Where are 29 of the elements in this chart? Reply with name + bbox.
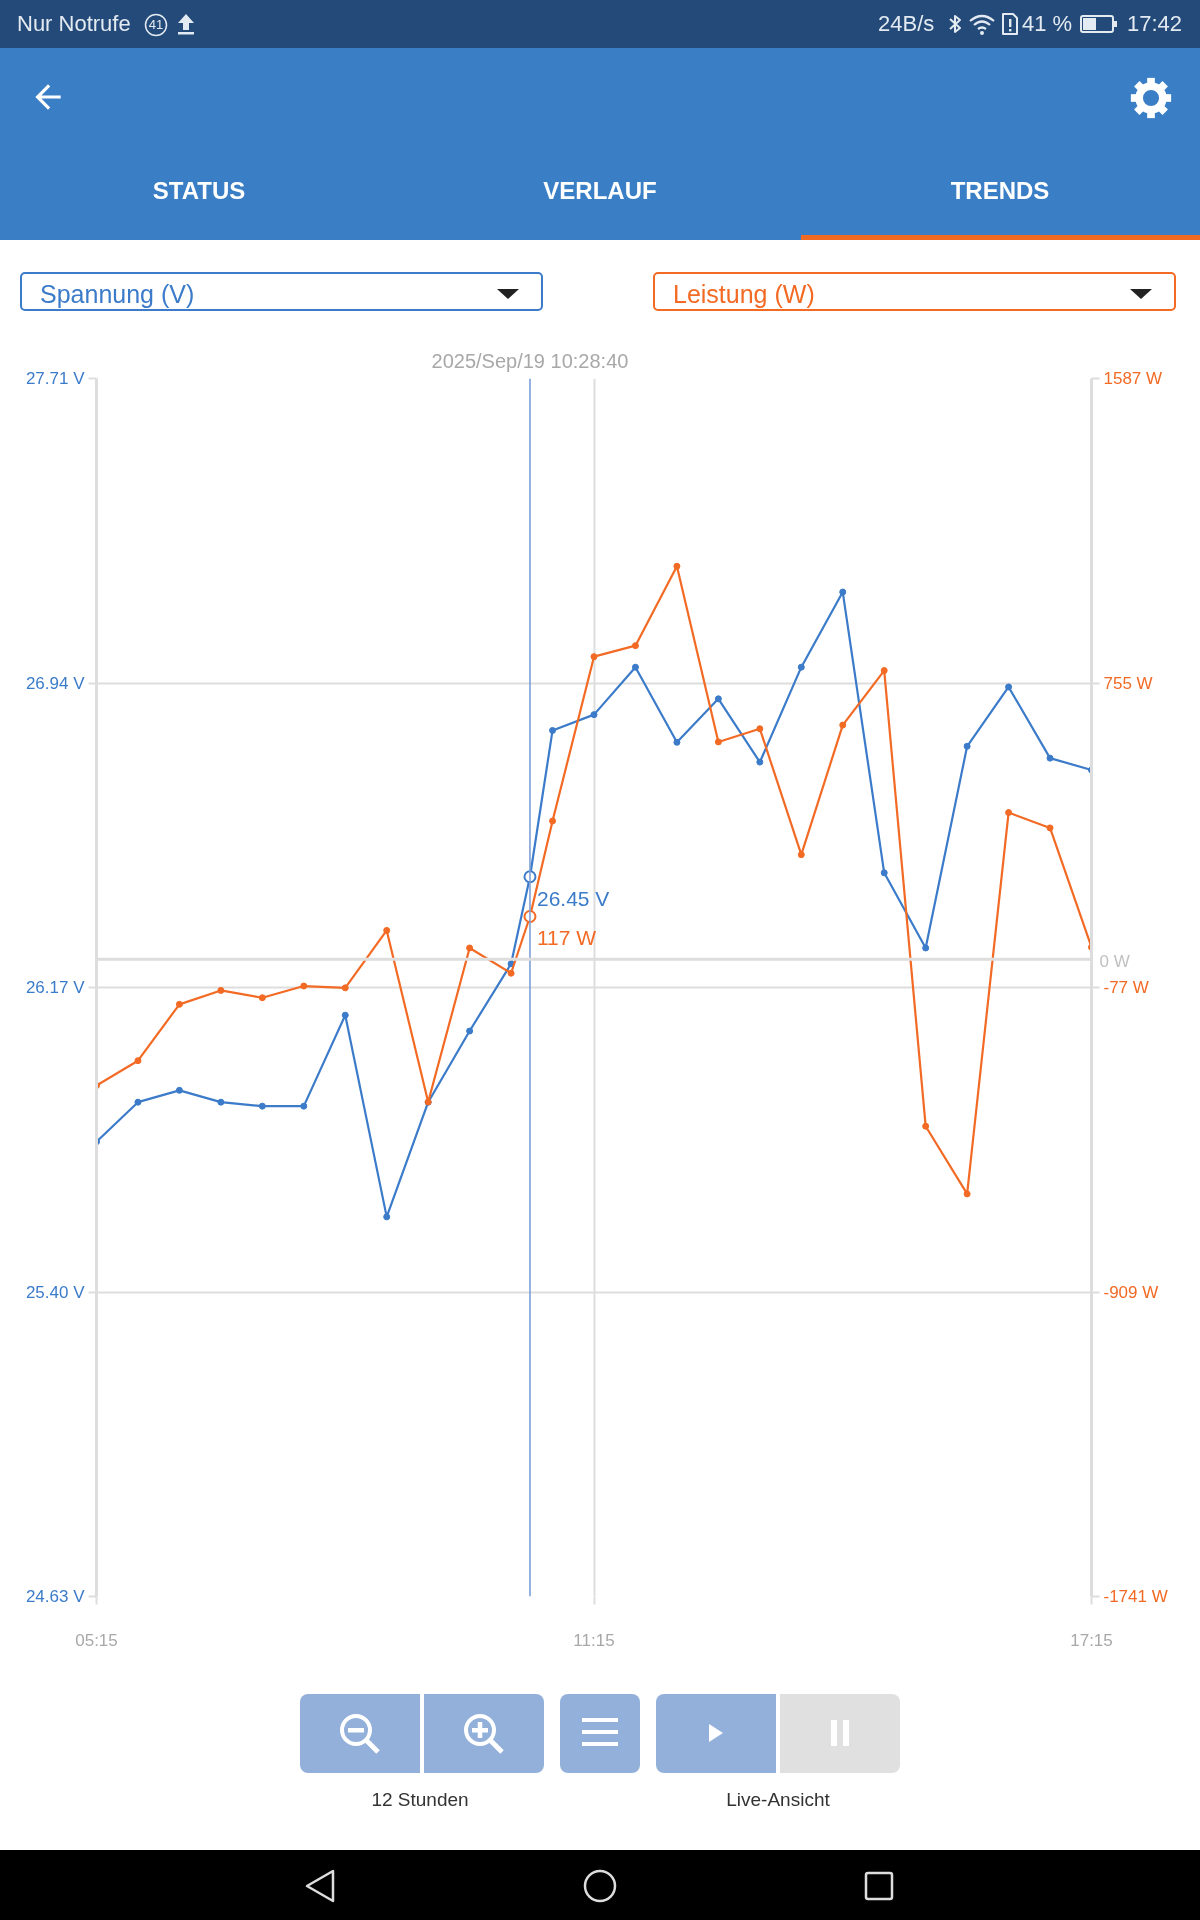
x-tick-label: 05:15 [75,1630,118,1650]
y2-tick-label: 755 W [1103,673,1153,693]
text: STATUS [152,177,246,204]
data-label: 117 W [536,926,597,950]
x-tick-label: 17:15 [1070,1630,1113,1650]
ref-line-label: 2025/Sep/19 10:28:40 [431,349,629,372]
text: 24B/s [878,11,935,36]
data-label: 26.45 V [536,886,610,910]
y-tick-label: 24.63 V [25,1587,86,1606]
y2-tick-label: 1587 W [1103,369,1163,388]
y2-axis-title: Leistung (W) [673,280,815,308]
text: Live-Ansicht [726,1789,830,1810]
text: Nur Notrufe [17,11,131,36]
ref-line-label: 0 W [1099,951,1130,971]
y2-tick-label: -1741 W [1103,1587,1168,1606]
text: 12 Stunden [371,1789,469,1810]
y-tick-label: 26.94 V [25,673,86,693]
text: VERLAUF [543,177,657,204]
y-tick-label: 26.17 V [25,978,86,997]
x-tick-label: 11:15 [573,1630,615,1650]
text: 41 [148,17,164,32]
text: 41 % [1022,11,1073,36]
y2-tick-label: -77 W [1103,978,1149,997]
text: TRENDS [950,177,1050,204]
y-axis-title: Spannung (V) [40,280,195,308]
text: 17:42 [1127,11,1183,36]
y2-tick-label: -909 W [1103,1282,1159,1302]
y-tick-label: 27.71 V [25,369,86,388]
y-tick-label: 25.40 V [25,1282,86,1302]
